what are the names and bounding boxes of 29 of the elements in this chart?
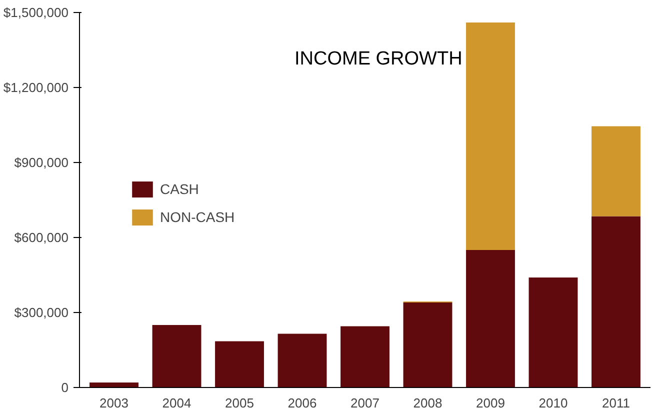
bar (466, 250, 515, 388)
bar (90, 382, 138, 388)
x-tick-label: 2008 (413, 396, 442, 410)
bar (340, 326, 390, 388)
bar (152, 325, 202, 388)
x-tick-label: 2009 (476, 396, 505, 410)
bar (592, 126, 640, 216)
bar (403, 302, 452, 388)
legend-label: NON-CASH (160, 209, 235, 225)
y-tick-label: $600,000 (14, 230, 69, 245)
y-tick-label: $300,000 (14, 305, 69, 320)
text: INCOME GROWTH (294, 48, 462, 70)
x-tick-label: 2004 (162, 396, 192, 410)
y-tick-label: $1,200,000 (3, 80, 69, 95)
x-tick-label: 2007 (350, 396, 380, 410)
bar (528, 278, 578, 388)
legend-label: CASH (160, 181, 199, 197)
y-tick-label: 0 (61, 380, 69, 395)
bar (215, 341, 264, 388)
x-tick-label: 2005 (225, 396, 254, 410)
x-tick-label: 2006 (288, 396, 317, 410)
x-tick-label: 2011 (602, 396, 630, 410)
y-tick-label: $900,000 (14, 155, 69, 170)
bar (466, 22, 515, 250)
y-tick-label: $1,500,000 (3, 5, 69, 20)
x-tick-label: 2003 (100, 396, 128, 410)
x-tick-label: 2010 (538, 396, 568, 410)
bar (592, 216, 640, 388)
bar (278, 334, 327, 388)
